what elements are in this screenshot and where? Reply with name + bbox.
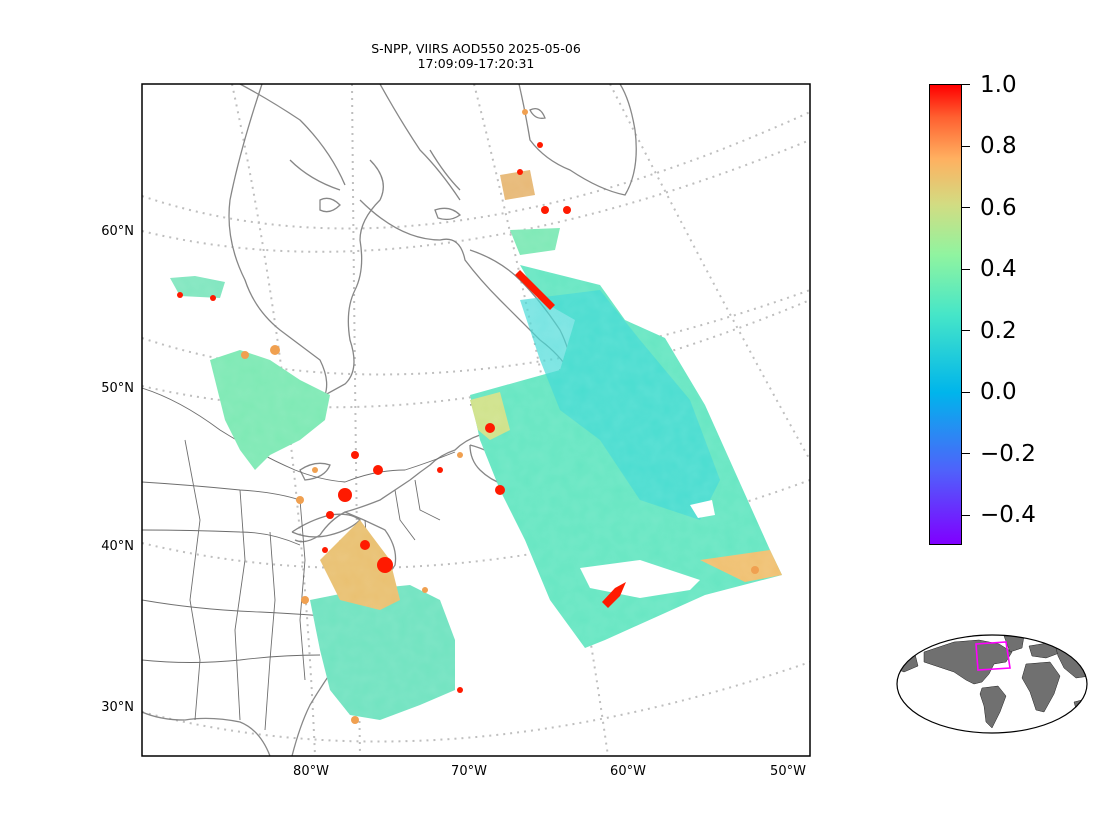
aod-warm-dots [241,109,759,724]
inset-north-america [923,639,1013,685]
title-line-2: 17:09:09-17:20:31 [417,56,535,71]
warm-spot [751,566,759,574]
hot-spot [541,206,549,214]
hot-spot [322,547,328,553]
lat-label-50: 50°N [101,381,134,396]
hot-spot [537,142,543,148]
colorbar-label-neg-0-4: −0.4 [980,502,1036,528]
hot-spot [437,467,443,473]
title-line-1: S-NPP, VIIRS AOD550 2025-05-06 [371,41,581,56]
colorbar-label-0-4: 0.4 [980,256,1017,282]
warm-spot [241,351,249,359]
hot-spot [495,485,505,495]
map-frame [141,83,811,757]
colorbar-label-0-0: 0.0 [980,379,1017,405]
lon-label-50w: 50°W [770,764,806,779]
hot-spot [360,540,370,550]
lon-label-60w: 60°W [610,764,646,779]
lat-label-30: 30°N [101,700,134,715]
colorbar [929,84,962,545]
lat-label-60: 60°N [101,224,134,239]
colorbar-tick [962,207,970,208]
warm-spot [312,467,318,473]
colorbar-tick [962,453,970,454]
colorbar-label-1-0: 1.0 [980,72,1017,98]
world-locator-inset [896,634,1088,734]
hot-spot [326,511,334,519]
hot-spot [210,295,216,301]
colorbar-tick [962,330,970,331]
hot-spot [351,451,359,459]
hot-spot [373,465,383,475]
hot-spot [485,423,495,433]
colorbar-label-neg-0-2: −0.2 [980,441,1036,467]
warm-spot [301,596,309,604]
aod-high-spots [177,142,626,693]
hot-spot [517,169,523,175]
lon-label-70w: 70°W [451,764,487,779]
colorbar-tick [962,269,970,270]
hot-spot [457,687,463,693]
warm-spot [351,716,359,724]
colorbar-label-0-8: 0.8 [980,133,1017,159]
colorbar-label-0-6: 0.6 [980,195,1017,221]
warm-spot [522,109,528,115]
swath-noise-overlay [142,84,810,756]
map-title: S-NPP, VIIRS AOD550 2025-05-06 17:09:09-… [142,41,810,71]
hot-spot [177,292,183,298]
warm-spot [296,496,304,504]
lat-label-40: 40°N [101,539,134,554]
inset-globe-outline [896,634,1088,734]
colorbar-gradient [930,85,961,544]
hot-spot [338,488,352,502]
lon-label-80w: 80°W [293,764,329,779]
inset-south-america [979,685,1007,729]
inset-region-box [975,641,1011,671]
colorbar-tick [962,392,970,393]
aod-swaths [142,84,810,756]
colorbar-label-0-2: 0.2 [980,318,1017,344]
hot-spot-streak [602,582,626,608]
warm-spot [422,587,428,593]
colorbar-tick [962,84,970,85]
hot-spot [377,557,393,573]
colorbar-tick [962,515,970,516]
warm-spot [270,345,280,355]
warm-spot [457,452,463,458]
hot-spot-coast [515,270,555,310]
hot-spot [563,206,571,214]
inset-africa [1021,661,1061,713]
colorbar-tick [962,146,970,147]
